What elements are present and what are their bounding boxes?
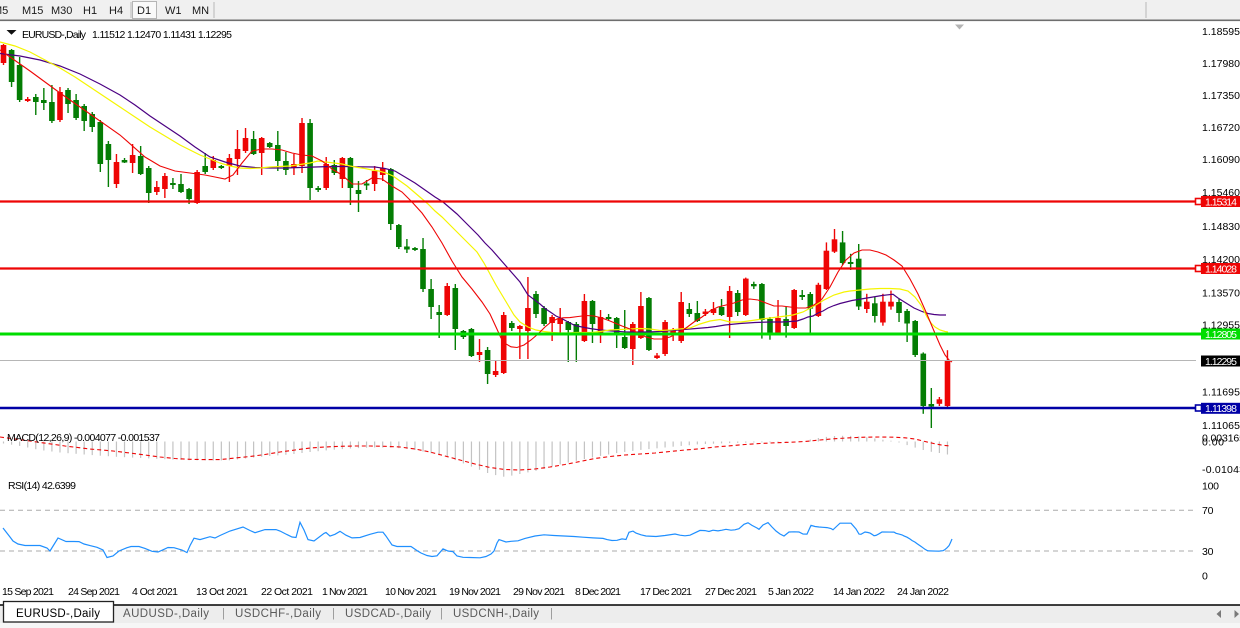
svg-text:17 Dec 2021: 17 Dec 2021 (640, 586, 692, 598)
svg-text:MN: MN (192, 5, 209, 17)
svg-text:EURUSD-,Daily: EURUSD-,Daily (16, 608, 100, 620)
svg-text:19 Nov 2021: 19 Nov 2021 (449, 586, 501, 598)
svg-text:30: 30 (1202, 546, 1214, 558)
svg-text:1.15460: 1.15460 (1202, 187, 1240, 199)
svg-text:AUDUSD-,Daily: AUDUSD-,Daily (123, 608, 209, 620)
svg-text:|: | (332, 608, 335, 620)
svg-text:1.11065: 1.11065 (1202, 420, 1240, 432)
svg-text:29 Nov 2021: 29 Nov 2021 (513, 586, 565, 598)
svg-text:10 Nov 2021: 10 Nov 2021 (385, 586, 437, 598)
svg-text:EURUSD-,Daily: EURUSD-,Daily (22, 29, 87, 41)
svg-text:M5: M5 (0, 5, 8, 17)
svg-text:1.11398: 1.11398 (1205, 403, 1237, 415)
svg-text:1.17350: 1.17350 (1202, 90, 1240, 102)
svg-text:100: 100 (1202, 480, 1219, 492)
svg-text:1.17980: 1.17980 (1202, 58, 1240, 70)
svg-text:M30: M30 (51, 5, 72, 17)
svg-text:H4: H4 (109, 5, 123, 17)
svg-text:5 Jan 2022: 5 Jan 2022 (768, 586, 814, 598)
svg-text:1.14028: 1.14028 (1205, 263, 1237, 275)
svg-text:0: 0 (1202, 570, 1208, 582)
svg-text:USDCAD-,Daily: USDCAD-,Daily (345, 608, 431, 620)
svg-text:-0.01043: -0.01043 (1202, 464, 1240, 476)
svg-text:1.11695: 1.11695 (1202, 387, 1240, 399)
svg-text:W1: W1 (165, 5, 182, 17)
svg-text:1.13570: 1.13570 (1202, 288, 1240, 300)
svg-text:|: | (440, 608, 443, 620)
svg-text:|: | (222, 608, 225, 620)
svg-text:MACD(12,26,9) -0.004077 -0.001: MACD(12,26,9) -0.004077 -0.001537 (7, 432, 160, 444)
svg-text:1.16720: 1.16720 (1202, 122, 1240, 134)
svg-text:RSI(14) 42.6399: RSI(14) 42.6399 (8, 480, 76, 492)
svg-text:22 Oct 2021: 22 Oct 2021 (261, 586, 313, 598)
svg-text:1.11512 1.12470 1.11431 1.1229: 1.11512 1.12470 1.11431 1.12295 (92, 29, 232, 41)
svg-text:27 Dec 2021: 27 Dec 2021 (705, 586, 757, 598)
svg-text:M15: M15 (22, 5, 43, 17)
svg-text:13 Oct 2021: 13 Oct 2021 (196, 586, 248, 598)
svg-text:24 Sep 2021: 24 Sep 2021 (68, 586, 120, 598)
svg-text:|: | (550, 608, 553, 620)
svg-text:1.14200: 1.14200 (1202, 254, 1240, 266)
svg-text:1.18595: 1.18595 (1202, 26, 1240, 38)
svg-text:1.12805: 1.12805 (1205, 329, 1237, 341)
svg-text:15 Sep 2021: 15 Sep 2021 (2, 586, 54, 598)
svg-text:USDCNH-,Daily: USDCNH-,Daily (453, 608, 539, 620)
svg-text:1 Nov 2021: 1 Nov 2021 (322, 586, 368, 598)
svg-text:0.003165: 0.003165 (1202, 432, 1240, 444)
svg-text:H1: H1 (83, 5, 97, 17)
svg-text:70: 70 (1202, 505, 1214, 517)
svg-text:24 Jan 2022: 24 Jan 2022 (897, 586, 949, 598)
svg-text:4 Oct 2021: 4 Oct 2021 (132, 586, 178, 598)
svg-text:1.16090: 1.16090 (1202, 154, 1240, 166)
svg-text:8 Dec 2021: 8 Dec 2021 (575, 586, 621, 598)
svg-text:1.15314: 1.15314 (1205, 196, 1237, 208)
svg-text:14 Jan 2022: 14 Jan 2022 (833, 586, 885, 598)
svg-text:USDCHF-,Daily: USDCHF-,Daily (235, 608, 321, 620)
svg-text:0.00: 0.00 (1202, 436, 1224, 448)
svg-text:D1: D1 (137, 5, 151, 17)
svg-text:1.12295: 1.12295 (1205, 356, 1237, 368)
svg-text:1.14830: 1.14830 (1202, 221, 1240, 233)
